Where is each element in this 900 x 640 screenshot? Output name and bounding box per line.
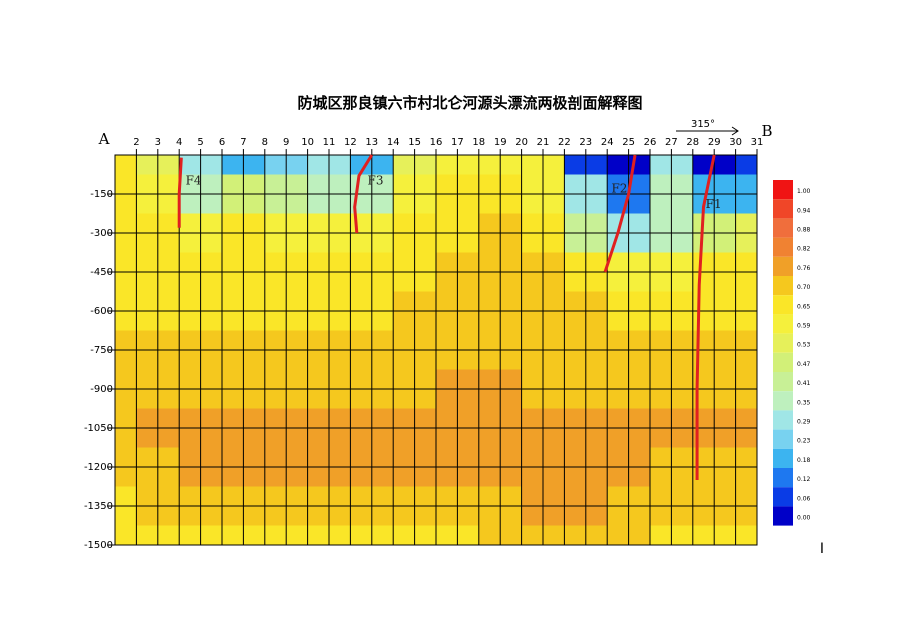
x-tick-label: 15	[408, 137, 421, 148]
colorbar-label: 0.06	[797, 495, 811, 502]
y-tick-label: -1500	[84, 540, 113, 551]
colorbar-label: 0.59	[797, 323, 811, 330]
colorbar-swatch	[773, 448, 793, 468]
colorbar-label: 0.18	[797, 457, 811, 464]
x-tick-label: 10	[301, 137, 314, 148]
colorbar-swatch	[773, 429, 793, 449]
colorbar-label: 0.47	[797, 361, 811, 368]
fault-label: F4	[186, 174, 202, 188]
colorbar-label: 1.00	[797, 188, 811, 195]
colorbar-swatch	[773, 391, 793, 411]
x-tick-label: 2	[133, 137, 139, 148]
fault-line	[603, 154, 637, 273]
y-tick-label: -150	[90, 189, 113, 200]
x-tick-label: 26	[644, 137, 657, 148]
colorbar-swatch	[773, 237, 793, 257]
y-tick-label: -1050	[84, 423, 113, 434]
x-tick-label: 23	[579, 137, 592, 148]
x-tick-label: 27	[665, 137, 678, 148]
colorbar-swatch	[773, 468, 793, 488]
fault-line	[177, 157, 183, 228]
colorbar-label: 0.88	[797, 227, 811, 234]
colorbar-label: 0.65	[797, 303, 811, 310]
colorbar-swatch	[773, 410, 793, 430]
x-tick-label: 19	[494, 137, 507, 148]
colorbar-swatch	[773, 295, 793, 315]
x-tick-label: 30	[729, 137, 742, 148]
colorbar-swatch	[773, 372, 793, 392]
x-tick-label: 8	[262, 137, 268, 148]
y-tick-label: -750	[90, 345, 113, 356]
x-tick-label: 31	[751, 137, 764, 148]
x-tick-label: 3	[155, 137, 161, 148]
y-tick-label: -1350	[84, 501, 113, 512]
cell	[735, 525, 757, 545]
x-tick-label: 16	[430, 137, 443, 148]
colorbar-swatch	[773, 506, 793, 526]
x-tick-label: 20	[515, 137, 528, 148]
y-tick-label: -900	[90, 384, 113, 395]
fault-line	[695, 154, 716, 480]
colorbar-label: 0.76	[797, 265, 811, 272]
left-label: A	[98, 130, 110, 148]
colorbar-label: 0.94	[797, 207, 811, 214]
colorbar-label: 0.41	[797, 380, 811, 387]
colorbar-label: 0.12	[797, 476, 811, 483]
x-tick-label: 18	[472, 137, 485, 148]
colorbar-swatch	[773, 180, 793, 200]
colorbar-swatch	[773, 333, 793, 353]
colorbar-swatch	[773, 487, 793, 507]
x-tick-label: 24	[601, 137, 614, 148]
colorbar-swatch	[773, 199, 793, 219]
x-tick-label: 7	[240, 137, 246, 148]
x-tick-label: 17	[451, 137, 464, 148]
colorbar-label: 0.23	[797, 438, 811, 445]
x-tick-label: 22	[558, 137, 571, 148]
right-label: B	[761, 122, 772, 140]
y-tick-label: -600	[90, 306, 113, 317]
x-tick-label: 25	[622, 137, 635, 148]
x-tick-label: 13	[365, 137, 378, 148]
colorbar-label: 0.53	[797, 342, 811, 349]
x-tick-label: 11	[323, 137, 336, 148]
y-tick-label: -450	[90, 267, 113, 278]
bearing-arrow	[676, 126, 739, 136]
corner-mark: I	[820, 541, 824, 557]
colorbar-swatch	[773, 314, 793, 334]
colorbar-label: 0.70	[797, 284, 811, 291]
x-tick-label: 28	[686, 137, 699, 148]
x-tick-label: 14	[387, 137, 400, 148]
bearing-label: 315°	[691, 119, 715, 130]
colorbar-label: 0.35	[797, 399, 811, 406]
cell	[115, 525, 137, 545]
colorbar-swatch	[773, 256, 793, 276]
x-tick-label: 4	[176, 137, 182, 148]
colorbar-label: 0.82	[797, 246, 811, 253]
y-tick-label: -300	[90, 228, 113, 239]
chart-title: 防城区那良镇六市村北仑河源头漂流两极剖面解释图	[297, 94, 642, 112]
x-tick-label: 12	[344, 137, 357, 148]
colorbar-label: 0.29	[797, 419, 811, 426]
fault-label: F1	[706, 197, 722, 211]
cell	[735, 155, 757, 175]
y-tick-label: -1200	[84, 462, 113, 473]
colorbar-swatch	[773, 218, 793, 238]
colorbar-swatch	[773, 352, 793, 372]
cell	[115, 155, 137, 175]
fault-label: F2	[611, 181, 627, 195]
x-tick-label: 29	[708, 137, 721, 148]
colorbar-label: 0.00	[797, 515, 811, 522]
x-tick-label: 6	[219, 137, 225, 148]
fault-line	[353, 154, 374, 234]
colorbar-swatch	[773, 276, 793, 296]
fault-label: F3	[368, 174, 384, 188]
x-tick-label: 21	[537, 137, 550, 148]
x-tick-label: 5	[197, 137, 203, 148]
overlay: 2 3 4 5 6 7 8 9 10 11 12 13 14 15 16 17 18 19 20 21 22 23 24 25…	[84, 137, 811, 551]
x-tick-label: 9	[283, 137, 289, 148]
